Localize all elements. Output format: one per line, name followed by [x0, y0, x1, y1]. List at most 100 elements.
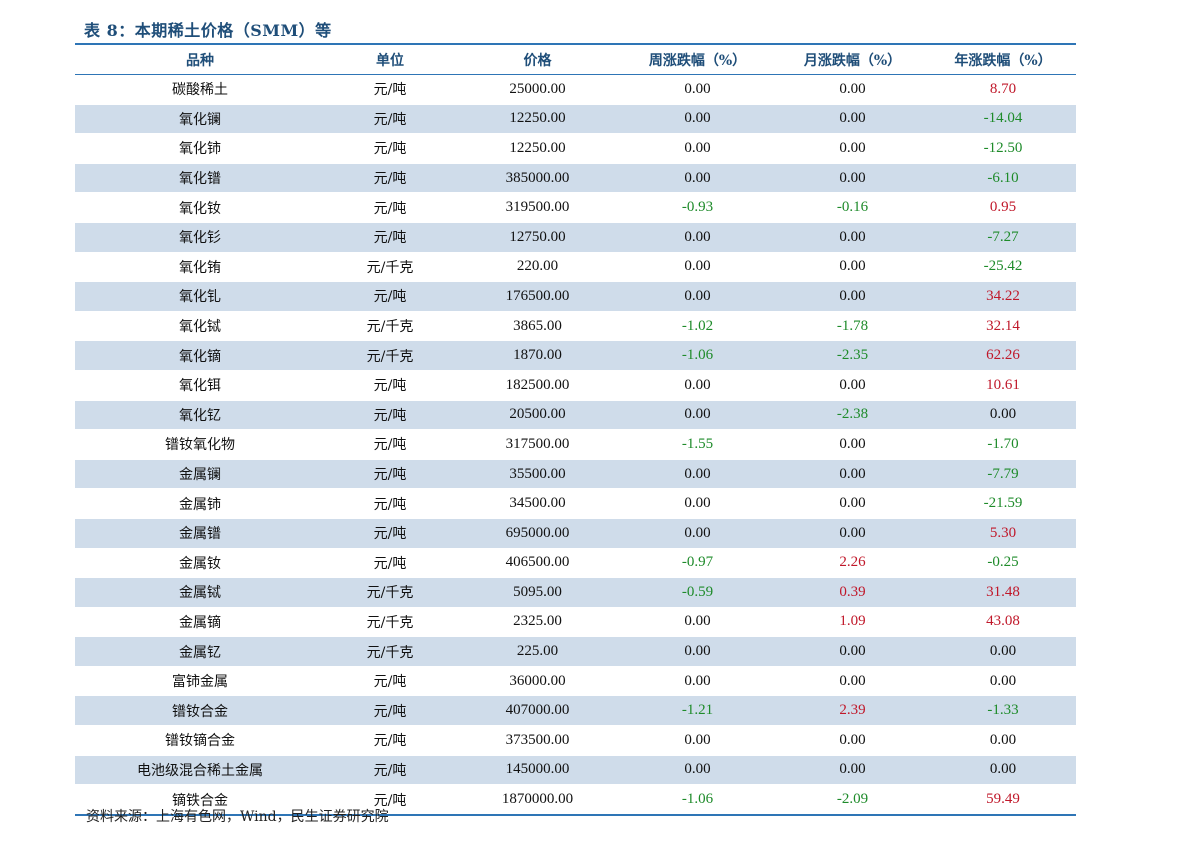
cell-monthly-change: -2.09	[775, 784, 930, 816]
cell-price: 317500.00	[455, 429, 620, 460]
cell-monthly-change: 0.00	[775, 74, 930, 105]
cell-yearly-change: -0.25	[930, 548, 1076, 579]
cell-yearly-change: -7.79	[930, 459, 1076, 490]
cell-unit: 元/吨	[325, 74, 455, 105]
cell-price: 36000.00	[455, 666, 620, 697]
cell-weekly-change: 0.00	[620, 281, 775, 312]
table-row: 氧化钇 元/吨 20500.00 0.00 -2.38 0.00	[75, 400, 1076, 431]
table-row: 镨钕氧化物 元/吨 317500.00 -1.55 0.00 -1.70	[75, 429, 1076, 460]
cell-unit: 元/吨	[325, 370, 455, 401]
table-row: 富铈金属 元/吨 36000.00 0.00 0.00 0.00	[75, 666, 1076, 697]
cell-unit: 元/吨	[325, 281, 455, 312]
header-yearly-change: 年涨跌幅（%）	[930, 44, 1076, 75]
cell-variety: 金属钕	[75, 548, 325, 579]
cell-unit: 元/吨	[325, 429, 455, 460]
cell-yearly-change: 0.95	[930, 192, 1076, 223]
cell-unit: 元/吨	[325, 518, 455, 549]
cell-yearly-change: -25.42	[930, 252, 1076, 283]
cell-monthly-change: 0.39	[775, 577, 930, 608]
cell-weekly-change: -0.59	[620, 577, 775, 608]
source-note: 资料来源：上海有色网，Wind，民生证券研究院	[86, 809, 389, 825]
cell-yearly-change: -7.27	[930, 222, 1076, 253]
cell-variety: 氧化铈	[75, 133, 325, 164]
table-row: 金属钕 元/吨 406500.00 -0.97 2.26 -0.25	[75, 548, 1076, 579]
cell-price: 695000.00	[455, 518, 620, 549]
cell-unit: 元/千克	[325, 636, 455, 667]
cell-price: 145000.00	[455, 755, 620, 786]
cell-unit: 元/千克	[325, 252, 455, 283]
cell-variety: 镨钕合金	[75, 695, 325, 727]
cell-yearly-change: 62.26	[930, 340, 1076, 371]
cell-variety: 氧化铒	[75, 370, 325, 401]
cell-unit: 元/千克	[325, 340, 455, 371]
cell-yearly-change: 31.48	[930, 577, 1076, 608]
cell-unit: 元/千克	[325, 311, 455, 342]
cell-unit: 元/吨	[325, 548, 455, 579]
cell-monthly-change: 2.39	[775, 695, 930, 727]
cell-monthly-change: 2.26	[775, 548, 930, 579]
table-row: 金属镨 元/吨 695000.00 0.00 0.00 5.30	[75, 518, 1076, 549]
header-unit: 单位	[325, 44, 455, 75]
table-row: 金属铈 元/吨 34500.00 0.00 0.00 -21.59	[75, 488, 1076, 519]
cell-weekly-change: -0.97	[620, 548, 775, 579]
cell-weekly-change: 0.00	[620, 133, 775, 164]
cell-variety: 镨钕氧化物	[75, 429, 325, 460]
table-row: 氧化镧 元/吨 12250.00 0.00 0.00 -14.04	[75, 104, 1076, 135]
cell-weekly-change: 0.00	[620, 725, 775, 756]
cell-price: 176500.00	[455, 281, 620, 312]
cell-unit: 元/吨	[325, 163, 455, 194]
cell-variety: 富铈金属	[75, 666, 325, 697]
cell-unit: 元/吨	[325, 784, 455, 816]
cell-weekly-change: 0.00	[620, 370, 775, 401]
cell-price: 5095.00	[455, 577, 620, 608]
cell-price: 1870000.00	[455, 784, 620, 816]
cell-variety: 氧化钆	[75, 281, 325, 312]
cell-yearly-change: 8.70	[930, 74, 1076, 105]
cell-unit: 元/吨	[325, 133, 455, 164]
cell-monthly-change: 0.00	[775, 281, 930, 312]
cell-weekly-change: -1.02	[620, 311, 775, 342]
table-row: 氧化钆 元/吨 176500.00 0.00 0.00 34.22	[75, 281, 1076, 312]
cell-unit: 元/吨	[325, 222, 455, 253]
table-row: 氧化钕 元/吨 319500.00 -0.93 -0.16 0.95	[75, 192, 1076, 223]
cell-weekly-change: 0.00	[620, 755, 775, 786]
cell-price: 319500.00	[455, 192, 620, 223]
cell-monthly-change: -1.78	[775, 311, 930, 342]
cell-variety: 氧化钐	[75, 222, 325, 253]
cell-weekly-change: 0.00	[620, 518, 775, 549]
cell-unit: 元/吨	[325, 400, 455, 431]
cell-yearly-change: -14.04	[930, 104, 1076, 135]
cell-yearly-change: -12.50	[930, 133, 1076, 164]
table-row: 镝铁合金 元/吨 1870000.00 -1.06 -2.09 59.49	[75, 784, 1076, 816]
cell-yearly-change: 0.00	[930, 636, 1076, 667]
cell-monthly-change: 0.00	[775, 518, 930, 549]
cell-yearly-change: 0.00	[930, 400, 1076, 431]
cell-monthly-change: 0.00	[775, 429, 930, 460]
cell-weekly-change: 0.00	[620, 488, 775, 519]
header-price: 价格	[455, 44, 620, 75]
cell-yearly-change: 10.61	[930, 370, 1076, 401]
cell-variety: 镝铁合金	[75, 784, 325, 816]
cell-variety: 金属铽	[75, 577, 325, 608]
cell-price: 12250.00	[455, 104, 620, 135]
cell-weekly-change: 0.00	[620, 104, 775, 135]
cell-unit: 元/吨	[325, 104, 455, 135]
cell-weekly-change: 0.00	[620, 252, 775, 283]
cell-weekly-change: -1.06	[620, 784, 775, 816]
cell-yearly-change: 0.00	[930, 725, 1076, 756]
cell-yearly-change: -6.10	[930, 163, 1076, 194]
table-row: 碳酸稀土 元/吨 25000.00 0.00 0.00 8.70	[75, 74, 1076, 105]
table-row: 镨钕镝合金 元/吨 373500.00 0.00 0.00 0.00	[75, 725, 1076, 756]
cell-yearly-change: -1.70	[930, 429, 1076, 460]
cell-price: 406500.00	[455, 548, 620, 579]
cell-monthly-change: 0.00	[775, 488, 930, 519]
cell-weekly-change: 0.00	[620, 607, 775, 638]
cell-yearly-change: 59.49	[930, 784, 1076, 816]
header-monthly-change: 月涨跌幅（%）	[775, 44, 930, 75]
cell-monthly-change: 0.00	[775, 163, 930, 194]
cell-price: 34500.00	[455, 488, 620, 519]
cell-yearly-change: 0.00	[930, 666, 1076, 697]
cell-unit: 元/吨	[325, 755, 455, 786]
table-header-row: 品种 单位 价格 周涨跌幅（%） 月涨跌幅（%） 年涨跌幅（%）	[75, 44, 1076, 75]
cell-variety: 电池级混合稀土金属	[75, 755, 325, 786]
